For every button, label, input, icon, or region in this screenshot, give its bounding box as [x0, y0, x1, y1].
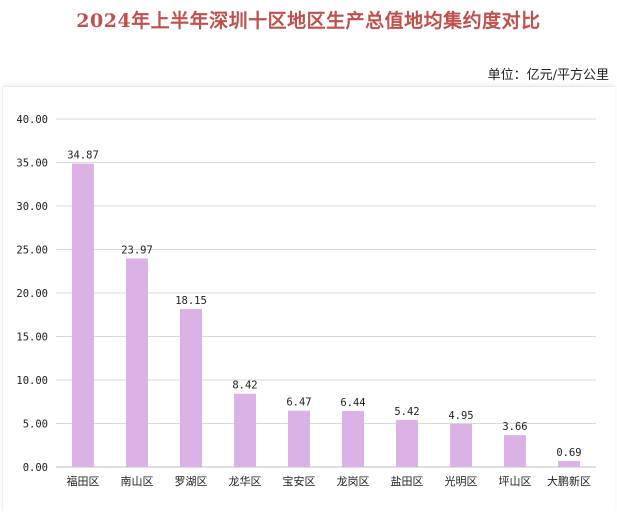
data-label: 5.42 — [394, 406, 419, 418]
y-tick-label: 15.00 — [16, 332, 48, 344]
y-axis-ticks: 0.00 5.00 10.00 15.00 20.00 25.00 30.00 35.00 40… — [16, 114, 48, 474]
bar — [342, 410, 364, 467]
y-tick-label: 10.00 — [16, 375, 48, 387]
y-tick-label: 40.00 — [16, 114, 48, 126]
bar — [180, 309, 202, 467]
y-tick-label: 35.00 — [16, 158, 48, 170]
bar — [504, 435, 526, 467]
data-label: 6.47 — [286, 397, 311, 409]
bar — [234, 393, 256, 467]
bar — [558, 460, 580, 467]
y-tick-label: 25.00 — [16, 245, 48, 257]
x-axis-categories: 福田区 南山区 罗湖区 龙华区 宝安区 龙岗区 盐田区 光明区 坪山区 大鹏新区 — [67, 474, 592, 488]
y-tick-label: 30.00 — [16, 201, 48, 213]
data-label: 18.15 — [175, 295, 207, 307]
data-label: 8.42 — [232, 380, 257, 392]
data-labels: 34.87 23.97 18.15 8.42 6.47 6.44 5.42 4.95 3.66 0… — [67, 150, 581, 459]
bar — [396, 419, 418, 467]
y-tick-label: 20.00 — [16, 288, 48, 300]
bars — [72, 163, 580, 468]
category-label: 宝安区 — [283, 474, 316, 488]
bar — [450, 423, 472, 467]
data-label: 23.97 — [121, 244, 153, 256]
category-label: 大鹏新区 — [547, 474, 591, 488]
data-label: 4.95 — [448, 410, 473, 422]
category-label: 龙华区 — [229, 474, 262, 488]
unit-note: 单位：亿元/平方公里 — [487, 68, 609, 83]
bar — [126, 258, 148, 467]
category-label: 南山区 — [121, 475, 154, 488]
data-label: 3.66 — [502, 421, 527, 433]
category-label: 龙岗区 — [337, 475, 370, 488]
category-label: 坪山区 — [499, 475, 532, 488]
data-label: 34.87 — [67, 150, 99, 162]
y-tick-label: 5.00 — [23, 419, 48, 431]
data-label: 6.44 — [340, 397, 365, 409]
category-label: 光明区 — [445, 474, 478, 488]
chart-frame — [2, 86, 615, 511]
chart-title: 2024年上半年深圳十区地区生产总值地均集约度对比 — [76, 10, 541, 32]
data-label: 0.69 — [556, 447, 581, 459]
bar — [72, 163, 94, 468]
bar — [288, 410, 310, 467]
category-label: 盐田区 — [391, 475, 424, 488]
category-label: 福田区 — [67, 474, 100, 488]
y-tick-label: 0.00 — [23, 462, 48, 474]
category-label: 罗湖区 — [175, 475, 208, 488]
